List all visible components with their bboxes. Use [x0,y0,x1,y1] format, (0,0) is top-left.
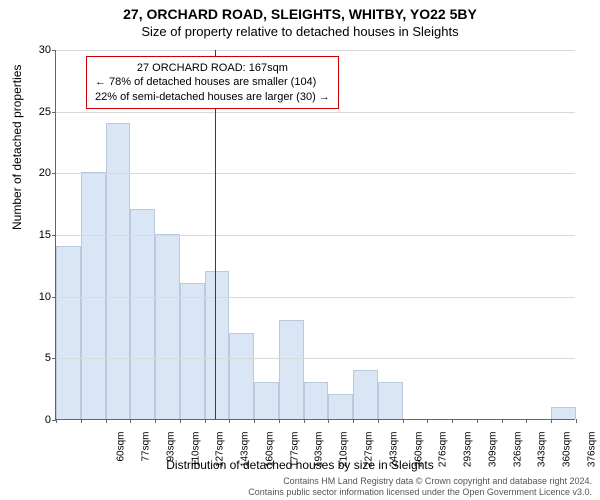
x-tick-mark [328,419,329,423]
grid-line [56,297,575,298]
y-tick-label: 10 [26,291,51,303]
histogram-bar [304,382,329,419]
annotation-line: ← 78% of detached houses are smaller (10… [95,75,330,89]
attribution-line-2: Contains public sector information licen… [248,487,592,498]
histogram-bar [130,209,155,419]
x-tick-mark [155,419,156,423]
histogram-bar [229,333,254,419]
x-tick-mark [427,419,428,423]
grid-line [56,173,575,174]
y-tick-mark [52,50,56,51]
x-tick-mark [526,419,527,423]
x-tick-mark [502,419,503,423]
x-tick-mark [353,419,354,423]
x-tick-label: 143sqm [240,432,251,482]
x-tick-mark [130,419,131,423]
y-tick-label: 20 [26,167,51,179]
x-tick-mark [205,419,206,423]
chart-title: 27, ORCHARD ROAD, SLEIGHTS, WHITBY, YO22… [0,0,600,22]
x-tick-mark [180,419,181,423]
x-tick-label: 293sqm [463,432,474,482]
y-tick-label: 5 [26,352,51,364]
x-tick-mark [304,419,305,423]
plot-area: 051015202530 27 ORCHARD ROAD: 167sqm← 78… [55,50,575,420]
annotation-line: 22% of semi-detached houses are larger (… [95,90,330,104]
x-tick-mark [106,419,107,423]
chart-subtitle: Size of property relative to detached ho… [0,22,600,39]
x-tick-label: 243sqm [388,432,399,482]
x-tick-label: 193sqm [314,432,325,482]
histogram-bar [106,123,131,419]
histogram-bar [551,407,576,419]
x-tick-mark [576,419,577,423]
x-tick-label: 326sqm [512,432,523,482]
x-tick-label: 110sqm [190,432,201,482]
property-size-chart: 27, ORCHARD ROAD, SLEIGHTS, WHITBY, YO22… [0,0,600,500]
x-tick-mark [551,419,552,423]
x-tick-label: 77sqm [141,432,152,482]
annotation-box: 27 ORCHARD ROAD: 167sqm← 78% of detached… [86,56,339,109]
histogram-bar [155,234,180,419]
x-tick-label: 160sqm [264,432,275,482]
x-tick-label: 360sqm [562,432,573,482]
attribution-text: Contains HM Land Registry data © Crown c… [248,476,592,498]
y-tick-label: 30 [26,44,51,56]
histogram-bar [205,271,230,419]
x-tick-label: 93sqm [165,432,176,482]
y-tick-label: 0 [26,414,51,426]
grid-line [56,235,575,236]
x-tick-label: 60sqm [116,432,127,482]
y-tick-mark [52,358,56,359]
x-tick-mark [452,419,453,423]
x-tick-mark [279,419,280,423]
y-tick-label: 25 [26,106,51,118]
histogram-bar [378,382,403,419]
x-tick-label: 127sqm [215,432,226,482]
x-tick-mark [56,419,57,423]
grid-line [56,112,575,113]
grid-line [56,50,575,51]
x-tick-label: 343sqm [537,432,548,482]
grid-line [56,358,575,359]
x-tick-label: 177sqm [289,432,300,482]
x-tick-label: 227sqm [364,432,375,482]
attribution-line-1: Contains HM Land Registry data © Crown c… [248,476,592,487]
histogram-bar [328,394,353,419]
y-tick-mark [52,173,56,174]
x-axis-label: Distribution of detached houses by size … [0,458,600,472]
x-tick-mark [254,419,255,423]
x-tick-label: 309sqm [487,432,498,482]
histogram-bar [254,382,279,419]
y-axis-label: Number of detached properties [10,65,24,230]
x-tick-mark [403,419,404,423]
x-tick-mark [81,419,82,423]
x-tick-mark [378,419,379,423]
x-tick-label: 276sqm [438,432,449,482]
y-tick-mark [52,235,56,236]
x-tick-label: 210sqm [339,432,350,482]
annotation-line: 27 ORCHARD ROAD: 167sqm [95,61,330,75]
y-tick-mark [52,112,56,113]
histogram-bar [180,283,205,419]
x-tick-label: 260sqm [413,432,424,482]
histogram-bar [353,370,378,419]
x-tick-mark [229,419,230,423]
y-tick-label: 15 [26,229,51,241]
histogram-bar [56,246,81,419]
x-tick-label: 376sqm [586,432,597,482]
x-tick-mark [477,419,478,423]
histogram-bar [279,320,304,419]
y-tick-mark [52,297,56,298]
